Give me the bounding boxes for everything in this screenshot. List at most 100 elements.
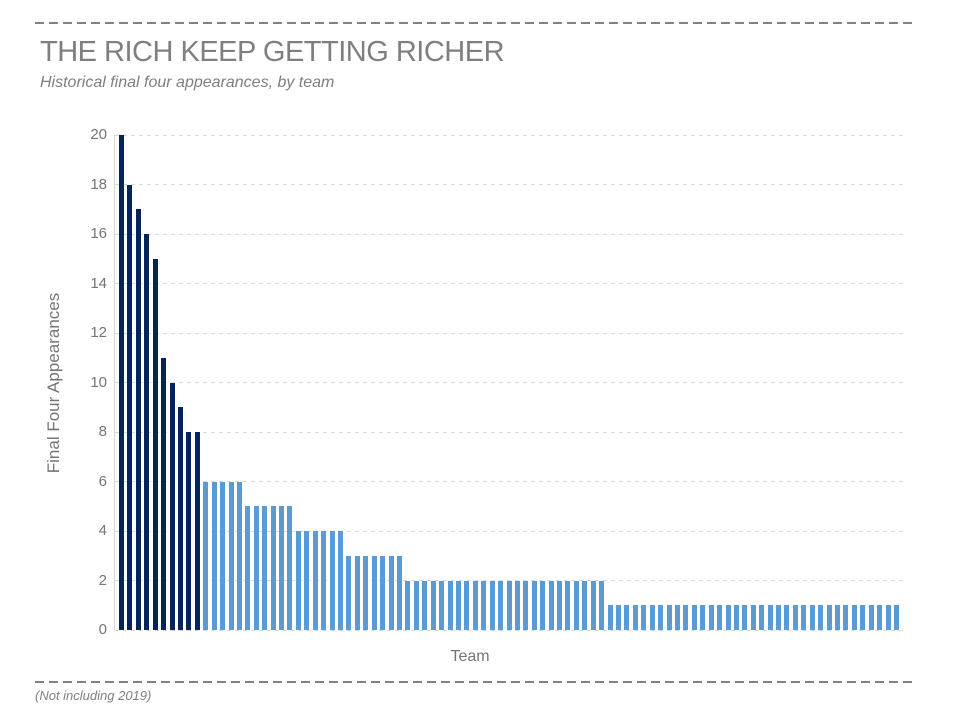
bar	[658, 605, 664, 630]
bar	[742, 605, 748, 630]
bar	[792, 605, 798, 630]
bar	[582, 580, 588, 630]
top-dashed-divider	[35, 22, 912, 24]
bar	[422, 580, 428, 630]
bar	[396, 555, 402, 630]
bar	[228, 481, 234, 630]
bar	[666, 605, 672, 630]
gridline	[115, 382, 907, 383]
y-tick-label: 10	[90, 373, 107, 391]
bar	[371, 555, 377, 630]
bar	[481, 580, 487, 630]
bar	[565, 580, 571, 630]
bar	[304, 531, 310, 630]
bar	[573, 580, 579, 630]
gridline	[115, 134, 907, 136]
bar	[835, 605, 841, 630]
footnote: (Not including 2019)	[35, 688, 152, 703]
bar	[674, 605, 680, 630]
gridline	[115, 184, 907, 185]
y-tick-label: 2	[98, 571, 107, 589]
bar	[759, 605, 765, 630]
y-tick-label: 14	[90, 274, 107, 292]
bar	[279, 506, 285, 630]
bar	[413, 580, 419, 630]
bar	[245, 506, 251, 630]
bar	[455, 580, 461, 630]
chart-title: THE RICH KEEP GETTING RICHER	[40, 36, 505, 68]
bar	[877, 605, 883, 630]
bar	[253, 506, 259, 630]
bar	[708, 605, 714, 630]
y-tick-label: 16	[90, 225, 107, 242]
bar	[725, 605, 731, 630]
bar	[363, 555, 369, 630]
bar	[186, 432, 192, 630]
bar	[531, 580, 537, 630]
gridline	[115, 530, 907, 532]
bar	[826, 605, 832, 630]
gridline	[115, 431, 907, 433]
bar	[220, 481, 226, 630]
bar	[717, 605, 723, 630]
y-tick-label: 20	[90, 126, 107, 143]
bar	[801, 605, 807, 630]
gridline	[115, 332, 907, 334]
y-tick-label: 0	[98, 621, 107, 638]
bar	[380, 555, 386, 630]
bar	[169, 382, 175, 630]
y-tick-label: 18	[90, 175, 107, 193]
bar	[851, 605, 857, 630]
bar	[236, 481, 242, 630]
bar	[860, 605, 866, 630]
bar	[447, 580, 453, 630]
bar	[161, 357, 167, 630]
bar	[868, 605, 874, 630]
y-tick-label: 8	[98, 423, 107, 440]
bar	[590, 580, 596, 630]
bar	[616, 605, 622, 630]
bottom-dashed-divider	[35, 681, 912, 683]
bar	[818, 605, 824, 630]
y-tick-label: 12	[90, 324, 107, 341]
bar	[540, 580, 546, 630]
bar	[177, 407, 183, 630]
bar	[127, 184, 133, 630]
bar	[464, 580, 470, 630]
bar	[287, 506, 293, 630]
bar	[430, 580, 436, 630]
bar	[135, 209, 141, 630]
bar	[506, 580, 512, 630]
bar	[809, 605, 815, 630]
bar	[894, 605, 899, 630]
bar	[405, 580, 411, 630]
x-axis-title: Team	[450, 648, 490, 665]
bar	[354, 555, 360, 630]
bar	[767, 605, 773, 630]
bar	[270, 506, 276, 630]
bar	[691, 605, 697, 630]
bar	[346, 555, 352, 630]
bar	[295, 531, 301, 630]
y-axis-title-text: Final Four Appearances	[44, 292, 63, 473]
bar	[262, 506, 268, 630]
bar	[649, 605, 655, 630]
bar	[439, 580, 445, 630]
bar	[472, 580, 478, 630]
bar	[641, 605, 647, 630]
gridline	[115, 233, 907, 235]
bar	[607, 605, 613, 630]
bar	[776, 605, 782, 630]
bar	[599, 580, 605, 630]
bar	[624, 605, 630, 630]
bar	[700, 605, 706, 630]
bar	[683, 605, 689, 630]
y-tick-label: 4	[98, 522, 107, 539]
bar	[885, 605, 891, 630]
bar	[523, 580, 529, 630]
gridline	[115, 283, 907, 284]
bar	[750, 605, 756, 630]
bar	[338, 531, 344, 630]
bar	[498, 580, 504, 630]
chart-subtitle: Historical final four appearances, by te…	[40, 74, 335, 91]
